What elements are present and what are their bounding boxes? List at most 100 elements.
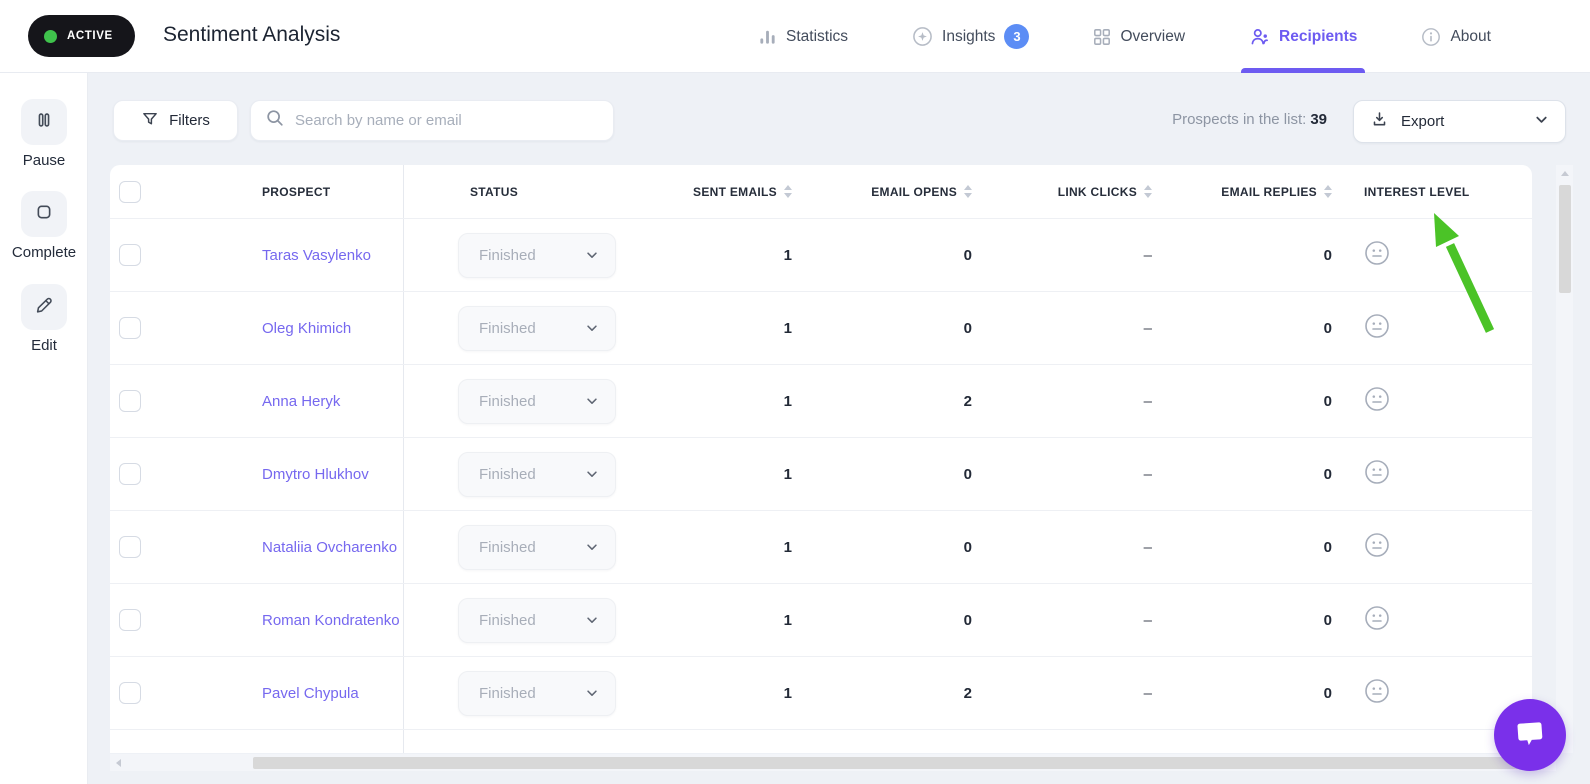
chevron-down-icon xyxy=(587,544,597,550)
horizontal-scrollbar-thumb[interactable] xyxy=(253,756,1533,769)
status-select[interactable]: Finished xyxy=(458,305,616,351)
recipients-table: PROSPECT STATUS SENT EMAILS EMAIL OPENS … xyxy=(110,165,1532,753)
sort-sent-emails-icon[interactable] xyxy=(784,185,792,198)
status-select[interactable]: Finished xyxy=(458,451,616,497)
edit-button[interactable]: Edit xyxy=(0,284,88,354)
column-header-sent-emails: SENT EMAILS xyxy=(693,184,777,199)
insights-count-badge: 3 xyxy=(1004,24,1030,49)
status-select[interactable]: Finished xyxy=(458,524,616,570)
vertical-scrollbar[interactable] xyxy=(1556,165,1573,753)
link-clicks-value: – xyxy=(1143,465,1152,483)
neutral-face-icon[interactable] xyxy=(1364,605,1390,636)
email-opens-value: 0 xyxy=(963,538,972,556)
download-icon xyxy=(1370,110,1389,134)
prospect-name-link[interactable]: Taras Vasylenko xyxy=(262,246,371,264)
prospects-count-label: Prospects in the list: xyxy=(1172,111,1307,128)
filters-label: Filters xyxy=(169,112,210,129)
status-select-value: Finished xyxy=(479,465,536,483)
top-bar: ACTIVE Sentiment Analysis Statistics Ins… xyxy=(0,0,1590,73)
pause-icon xyxy=(34,110,54,135)
column-header-email-opens: EMAIL OPENS xyxy=(871,184,957,199)
pause-button[interactable]: Pause xyxy=(0,99,88,169)
table-row: Dmytro Hlukhov Finished 1 0 – 0 xyxy=(110,438,1532,511)
neutral-face-icon[interactable] xyxy=(1364,459,1390,490)
complete-button[interactable]: Complete xyxy=(0,191,88,261)
row-checkbox[interactable] xyxy=(119,682,141,704)
sent-emails-value: 1 xyxy=(783,246,792,264)
grid-icon xyxy=(1093,28,1111,46)
link-clicks-value: – xyxy=(1143,538,1152,556)
row-checkbox[interactable] xyxy=(119,536,141,558)
neutral-face-icon[interactable] xyxy=(1364,240,1390,271)
prospect-name-link[interactable]: Nataliia Ovcharenko xyxy=(262,538,398,556)
status-select-value: Finished xyxy=(479,246,536,264)
tab-insights[interactable]: Insights 3 xyxy=(912,0,1030,73)
active-status-dot-icon xyxy=(44,29,57,43)
chevron-down-icon xyxy=(587,471,597,477)
neutral-face-icon[interactable] xyxy=(1364,678,1390,709)
email-opens-value: 2 xyxy=(963,392,972,410)
export-button[interactable]: Export xyxy=(1353,100,1566,143)
scroll-left-icon[interactable] xyxy=(116,758,121,767)
status-select[interactable]: Finished xyxy=(458,378,616,424)
status-select[interactable]: Finished xyxy=(458,670,616,716)
prospect-name-link[interactable]: Roman Kondratenko xyxy=(262,611,400,629)
chevron-down-icon xyxy=(587,690,597,696)
search-input[interactable] xyxy=(295,112,599,129)
info-icon xyxy=(1421,27,1441,47)
tab-recipients[interactable]: Recipients xyxy=(1241,0,1366,73)
link-clicks-value: – xyxy=(1143,319,1152,337)
link-clicks-value: – xyxy=(1143,246,1152,264)
neutral-face-icon[interactable] xyxy=(1364,313,1390,344)
campaign-status-label: ACTIVE xyxy=(67,30,113,42)
status-select[interactable]: Finished xyxy=(458,597,616,643)
table-row: Pavel Chypula Finished 1 2 – 0 xyxy=(110,657,1532,730)
email-opens-value: 0 xyxy=(963,246,972,264)
bar-chart-icon xyxy=(758,27,777,46)
row-checkbox[interactable] xyxy=(119,317,141,339)
horizontal-scrollbar[interactable] xyxy=(110,754,1556,771)
sent-emails-value: 1 xyxy=(783,319,792,337)
tab-about[interactable]: About xyxy=(1421,0,1491,73)
prospect-name-link[interactable]: Anna Heryk xyxy=(262,392,341,410)
pencil-icon xyxy=(34,295,54,320)
table-row: Roman Kondratenko Finished 1 0 – 0 xyxy=(110,584,1532,657)
email-opens-value: 0 xyxy=(963,319,972,337)
sort-link-clicks-icon[interactable] xyxy=(1144,185,1152,198)
row-checkbox[interactable] xyxy=(119,463,141,485)
table-header-row: PROSPECT STATUS SENT EMAILS EMAIL OPENS … xyxy=(110,165,1532,219)
tab-statistics-label: Statistics xyxy=(786,27,849,45)
chat-widget-button[interactable] xyxy=(1494,699,1566,771)
status-select-value: Finished xyxy=(479,538,536,556)
email-replies-value: 0 xyxy=(1323,538,1332,556)
campaign-actions-rail: Pause Complete Edit xyxy=(0,73,88,784)
table-row: Nataliia Ovcharenko Finished 1 0 – 0 xyxy=(110,511,1532,584)
prospect-name-link[interactable]: Dmytro Hlukhov xyxy=(262,465,369,483)
tab-overview[interactable]: Overview xyxy=(1093,0,1185,73)
tab-statistics[interactable]: Statistics xyxy=(758,0,848,73)
row-checkbox[interactable] xyxy=(119,390,141,412)
vertical-scrollbar-thumb[interactable] xyxy=(1558,185,1571,293)
prospect-name-link[interactable]: Pavel Chypula xyxy=(262,684,359,702)
row-checkbox[interactable] xyxy=(119,609,141,631)
sort-email-replies-icon[interactable] xyxy=(1324,185,1332,198)
filters-button[interactable]: Filters xyxy=(113,100,238,141)
status-select[interactable]: Finished xyxy=(458,232,616,278)
email-replies-value: 0 xyxy=(1323,392,1332,410)
sort-email-opens-icon[interactable] xyxy=(964,185,972,198)
neutral-face-icon[interactable] xyxy=(1364,532,1390,563)
prospect-name-link[interactable]: Oleg Khimich xyxy=(262,319,352,337)
edit-label: Edit xyxy=(31,337,57,354)
sent-emails-value: 1 xyxy=(783,611,792,629)
stop-icon xyxy=(34,202,54,227)
link-clicks-value: – xyxy=(1143,611,1152,629)
tab-about-label: About xyxy=(1450,27,1491,45)
campaign-status-badge[interactable]: ACTIVE xyxy=(28,15,135,57)
status-select-value: Finished xyxy=(479,319,536,337)
scroll-up-icon[interactable] xyxy=(1560,171,1569,176)
select-all-checkbox[interactable] xyxy=(119,180,141,203)
row-checkbox[interactable] xyxy=(119,244,141,266)
email-replies-value: 0 xyxy=(1323,465,1332,483)
neutral-face-icon[interactable] xyxy=(1364,386,1390,417)
